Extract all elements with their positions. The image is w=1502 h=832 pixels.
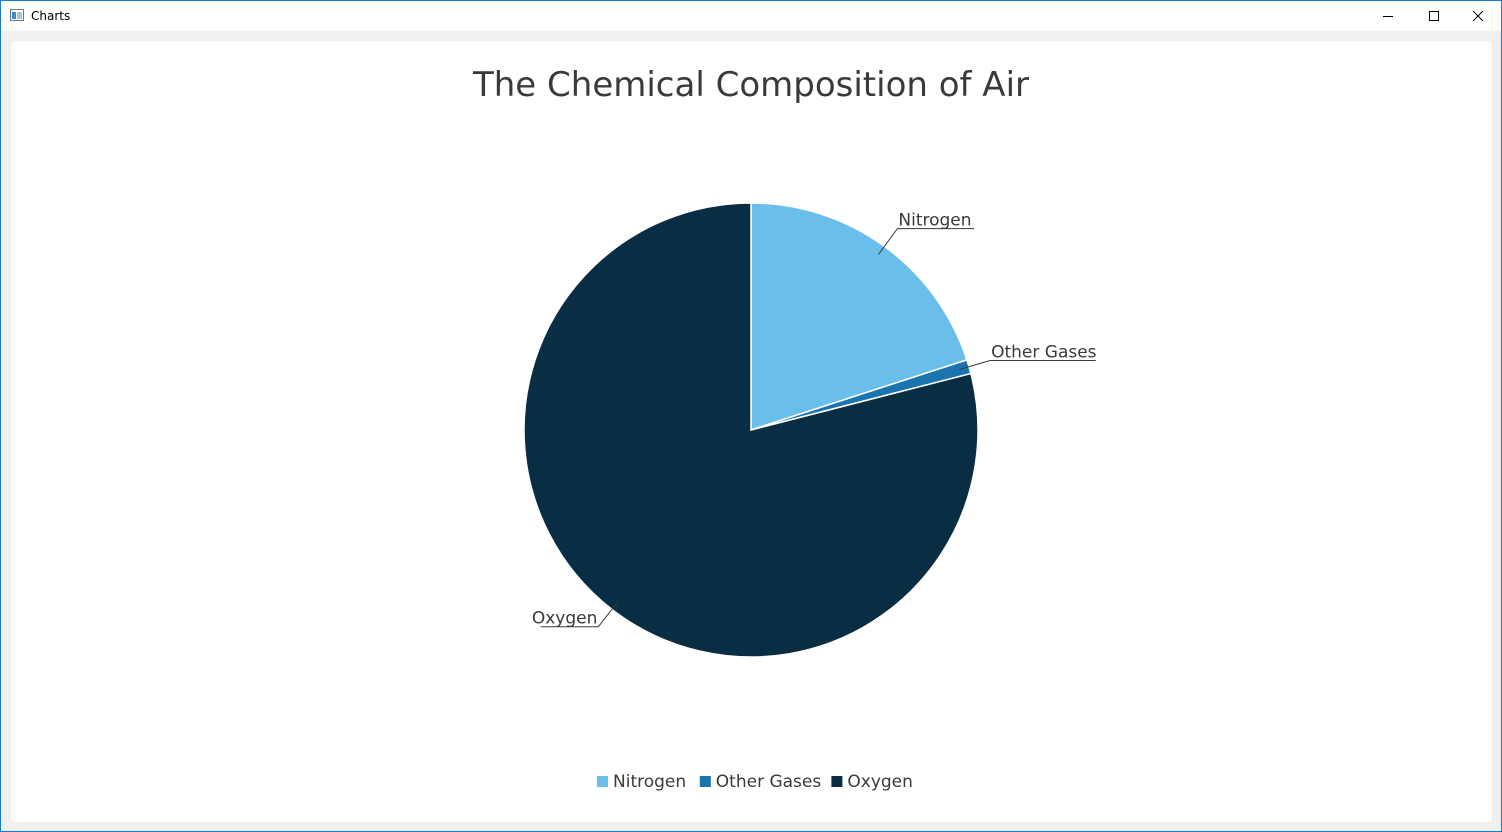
leader-line-oxygen (540, 601, 619, 628)
chart-window-icon (10, 9, 24, 21)
leader-line-other-gases (959, 360, 1096, 370)
legend-item-nitrogen[interactable]: Nitrogen (597, 772, 686, 792)
close-icon (1472, 10, 1484, 22)
close-button[interactable] (1455, 1, 1501, 31)
legend-label-other-gases: Other Gases (716, 772, 822, 792)
legend-item-oxygen[interactable]: Oxygen (831, 772, 913, 792)
minimize-button[interactable] (1365, 1, 1411, 31)
leader-line-nitrogen (878, 228, 975, 255)
pie-chart: The Chemical Composition of Air Nitrogen… (472, 65, 1097, 792)
chart-legend: Nitrogen Other Gases Oxygen (597, 772, 913, 792)
legend-label-oxygen: Oxygen (847, 772, 913, 792)
window-title: Charts (31, 9, 71, 23)
title-bar[interactable]: Charts (1, 1, 1501, 31)
minimize-icon (1383, 16, 1393, 17)
legend-item-other-gases[interactable]: Other Gases (699, 772, 822, 792)
legend-swatch-nitrogen (597, 776, 608, 787)
legend-swatch-other-gases (699, 776, 711, 787)
legend-label-nitrogen: Nitrogen (613, 772, 686, 792)
chart-view: The Chemical Composition of Air Nitrogen… (11, 41, 1492, 822)
chart-title: The Chemical Composition of Air (472, 65, 1029, 105)
maximize-icon (1429, 11, 1439, 21)
slice-labels: Nitrogen Other Gases Oxygen (532, 211, 1097, 629)
pie-slices (523, 202, 979, 658)
maximize-button[interactable] (1411, 1, 1457, 31)
legend-swatch-oxygen (831, 776, 843, 787)
slice-label-oxygen: Oxygen (532, 609, 598, 629)
slice-label-other-gases: Other Gases (991, 343, 1097, 363)
slice-label-nitrogen: Nitrogen (898, 211, 971, 231)
